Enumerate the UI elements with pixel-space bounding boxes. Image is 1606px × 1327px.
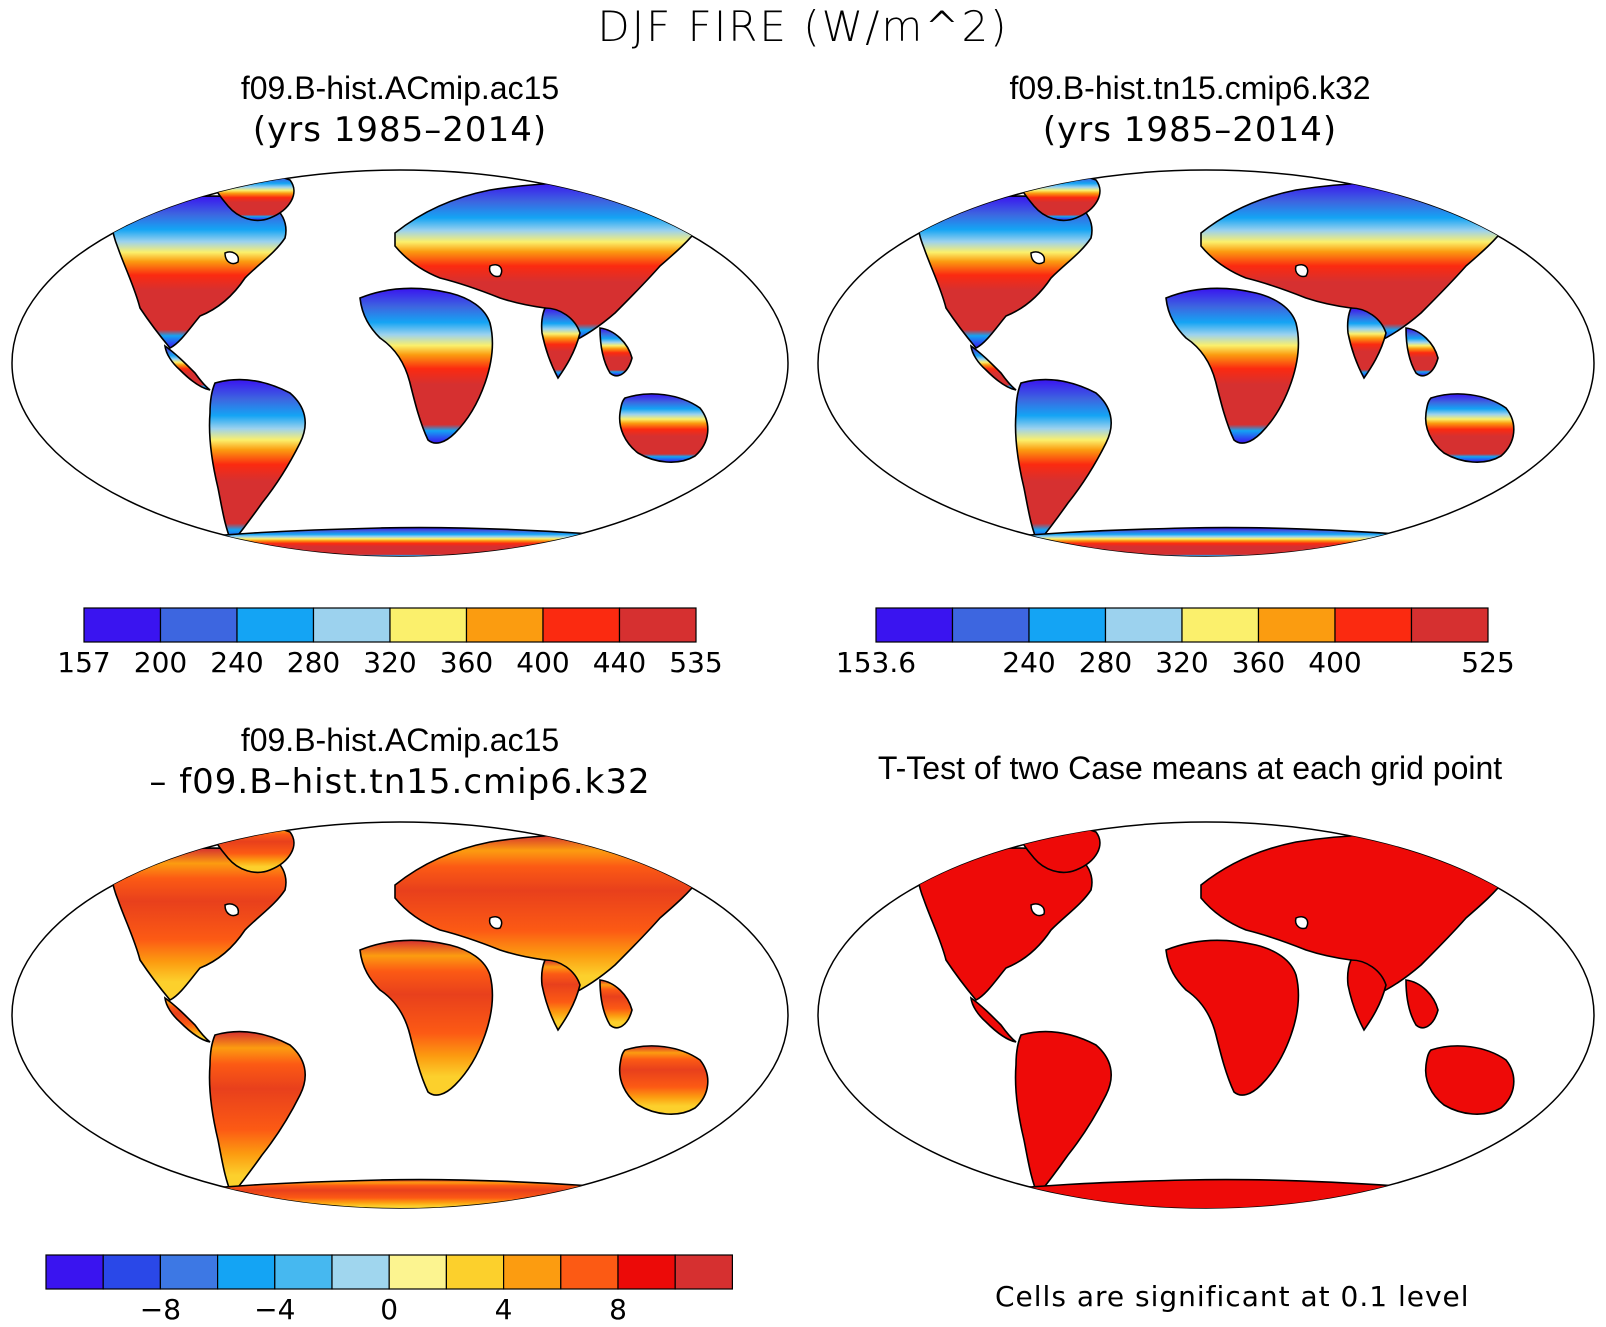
continent-australia (1424, 393, 1515, 463)
colorbar-box (465, 607, 544, 643)
colorbar-tick-label: 8 (609, 1293, 627, 1326)
colorbar-box (159, 1254, 219, 1290)
continent-india (540, 307, 581, 380)
colorbar-3: −8 −4 0 4 8 (45, 1254, 734, 1326)
colorbar-tick-label: 200 (134, 646, 187, 679)
map-panel-1 (11, 169, 789, 557)
caspian-sea (1294, 916, 1309, 930)
continent-india (540, 959, 581, 1032)
continent-africa (1165, 287, 1300, 444)
continent-samerica (1014, 1030, 1112, 1197)
colorbar-box (388, 1254, 448, 1290)
colorbar-box (542, 607, 621, 643)
colorbar-tick-label: 280 (1079, 646, 1132, 679)
panel-1-subtitle: (yrs 1985–2014) (252, 110, 548, 150)
colorbar-box (236, 607, 315, 643)
continent-camerica (163, 344, 211, 391)
caspian-sea (488, 916, 503, 930)
colorbar-tick-label: 280 (287, 646, 340, 679)
colorbar-tick-label: −4 (254, 1293, 295, 1326)
colorbar-box (83, 607, 162, 643)
significance-note: Cells are significant at 0.1 level (995, 1280, 1470, 1313)
land-layer (111, 172, 709, 556)
colorbar-1: 157 200 240 280 320 360 400 440 535 (57, 607, 723, 679)
colorbar-2: 153.6 240 280 320 360 400 525 (836, 607, 1515, 679)
continent-africa (359, 287, 494, 444)
caspian-sea (488, 264, 503, 278)
continent-africa (359, 939, 494, 1096)
colorbar-tick-label: −8 (140, 1293, 181, 1326)
colorbar-box (503, 1254, 562, 1290)
colorbar-box (1257, 607, 1336, 643)
colorbar-box (389, 607, 468, 643)
colorbar-box (45, 1254, 104, 1290)
colorbar-tick-label: 0 (380, 1293, 398, 1326)
colorbar-tick-label: 320 (363, 646, 416, 679)
continent-india (1346, 959, 1387, 1032)
colorbar-box (331, 1254, 390, 1290)
continent-samerica (208, 1030, 306, 1197)
colorbar-box (445, 1254, 505, 1290)
colorbar-tick-label: 157 (57, 646, 110, 679)
colorbar-tick-label: 240 (210, 646, 263, 679)
figure-title: DJF FIRE (W/m^2) (597, 2, 1009, 51)
colorbar-tick-label: 153.6 (836, 646, 916, 679)
panel-3-subtitle: – f09.B–hist.tn15.cmip6.k32 (149, 762, 651, 802)
panel-2-title: f09.B-hist.tn15.cmip6.k32 (1009, 70, 1371, 106)
colorbar-box (674, 1254, 734, 1290)
map-panel-2 (817, 169, 1595, 557)
colorbar-tick-label: 535 (669, 646, 722, 679)
great-lakes (1030, 903, 1046, 917)
colorbar-box (618, 607, 697, 643)
colorbar-box (217, 1254, 276, 1290)
colorbar-box (875, 607, 954, 643)
colorbar-box (1104, 607, 1183, 643)
colorbar-tick-label: 360 (1232, 646, 1285, 679)
colorbar-box (560, 1254, 619, 1290)
colorbar-tick-label: 440 (593, 646, 646, 679)
continent-australia (1424, 1045, 1515, 1115)
map-panel-4 (817, 821, 1595, 1209)
colorbar-box (617, 1254, 676, 1290)
colorbar-tick-label: 400 (516, 646, 569, 679)
colorbar-box (1334, 607, 1413, 643)
continent-australia (618, 1045, 709, 1115)
land-layer (917, 824, 1515, 1208)
panel-4-title: T-Test of two Case means at each grid po… (877, 750, 1503, 786)
colorbar-tick-label: 320 (1155, 646, 1208, 679)
colorbar-box (102, 1254, 161, 1290)
colorbar-box (951, 607, 1030, 643)
continent-australia (618, 393, 709, 463)
continent-samerica (208, 378, 306, 545)
continent-seasia (599, 327, 633, 377)
colorbar-box (274, 1254, 333, 1290)
panel-2-subtitle: (yrs 1985–2014) (1042, 110, 1338, 150)
colorbar-tick-label: 4 (495, 1293, 513, 1326)
colorbar-tick-label: 240 (1002, 646, 1055, 679)
continent-samerica (1014, 378, 1112, 545)
continent-seasia (599, 979, 633, 1029)
great-lakes (224, 251, 240, 265)
continent-seasia (1405, 979, 1439, 1029)
colorbar-tick-label: 400 (1308, 646, 1361, 679)
colorbar-tick-label: 525 (1461, 646, 1514, 679)
panel-3-title: f09.B-hist.ACmip.ac15 (240, 722, 560, 758)
great-lakes (1030, 251, 1046, 265)
map-panel-3 (11, 821, 789, 1209)
colorbar-tick-label: 360 (440, 646, 493, 679)
panel-1-title: f09.B-hist.ACmip.ac15 (240, 70, 560, 106)
continent-seasia (1405, 327, 1439, 377)
colorbar-box (312, 607, 391, 643)
continent-africa (1165, 939, 1300, 1096)
colorbar-box (1181, 607, 1260, 643)
caspian-sea (1294, 264, 1309, 278)
continent-camerica (969, 344, 1017, 391)
continent-camerica (969, 996, 1017, 1043)
great-lakes (224, 903, 240, 917)
colorbar-box (1410, 607, 1489, 643)
continent-camerica (163, 996, 211, 1043)
colorbar-box (159, 607, 238, 643)
continent-india (1346, 307, 1387, 380)
colorbar-box (1028, 607, 1107, 643)
